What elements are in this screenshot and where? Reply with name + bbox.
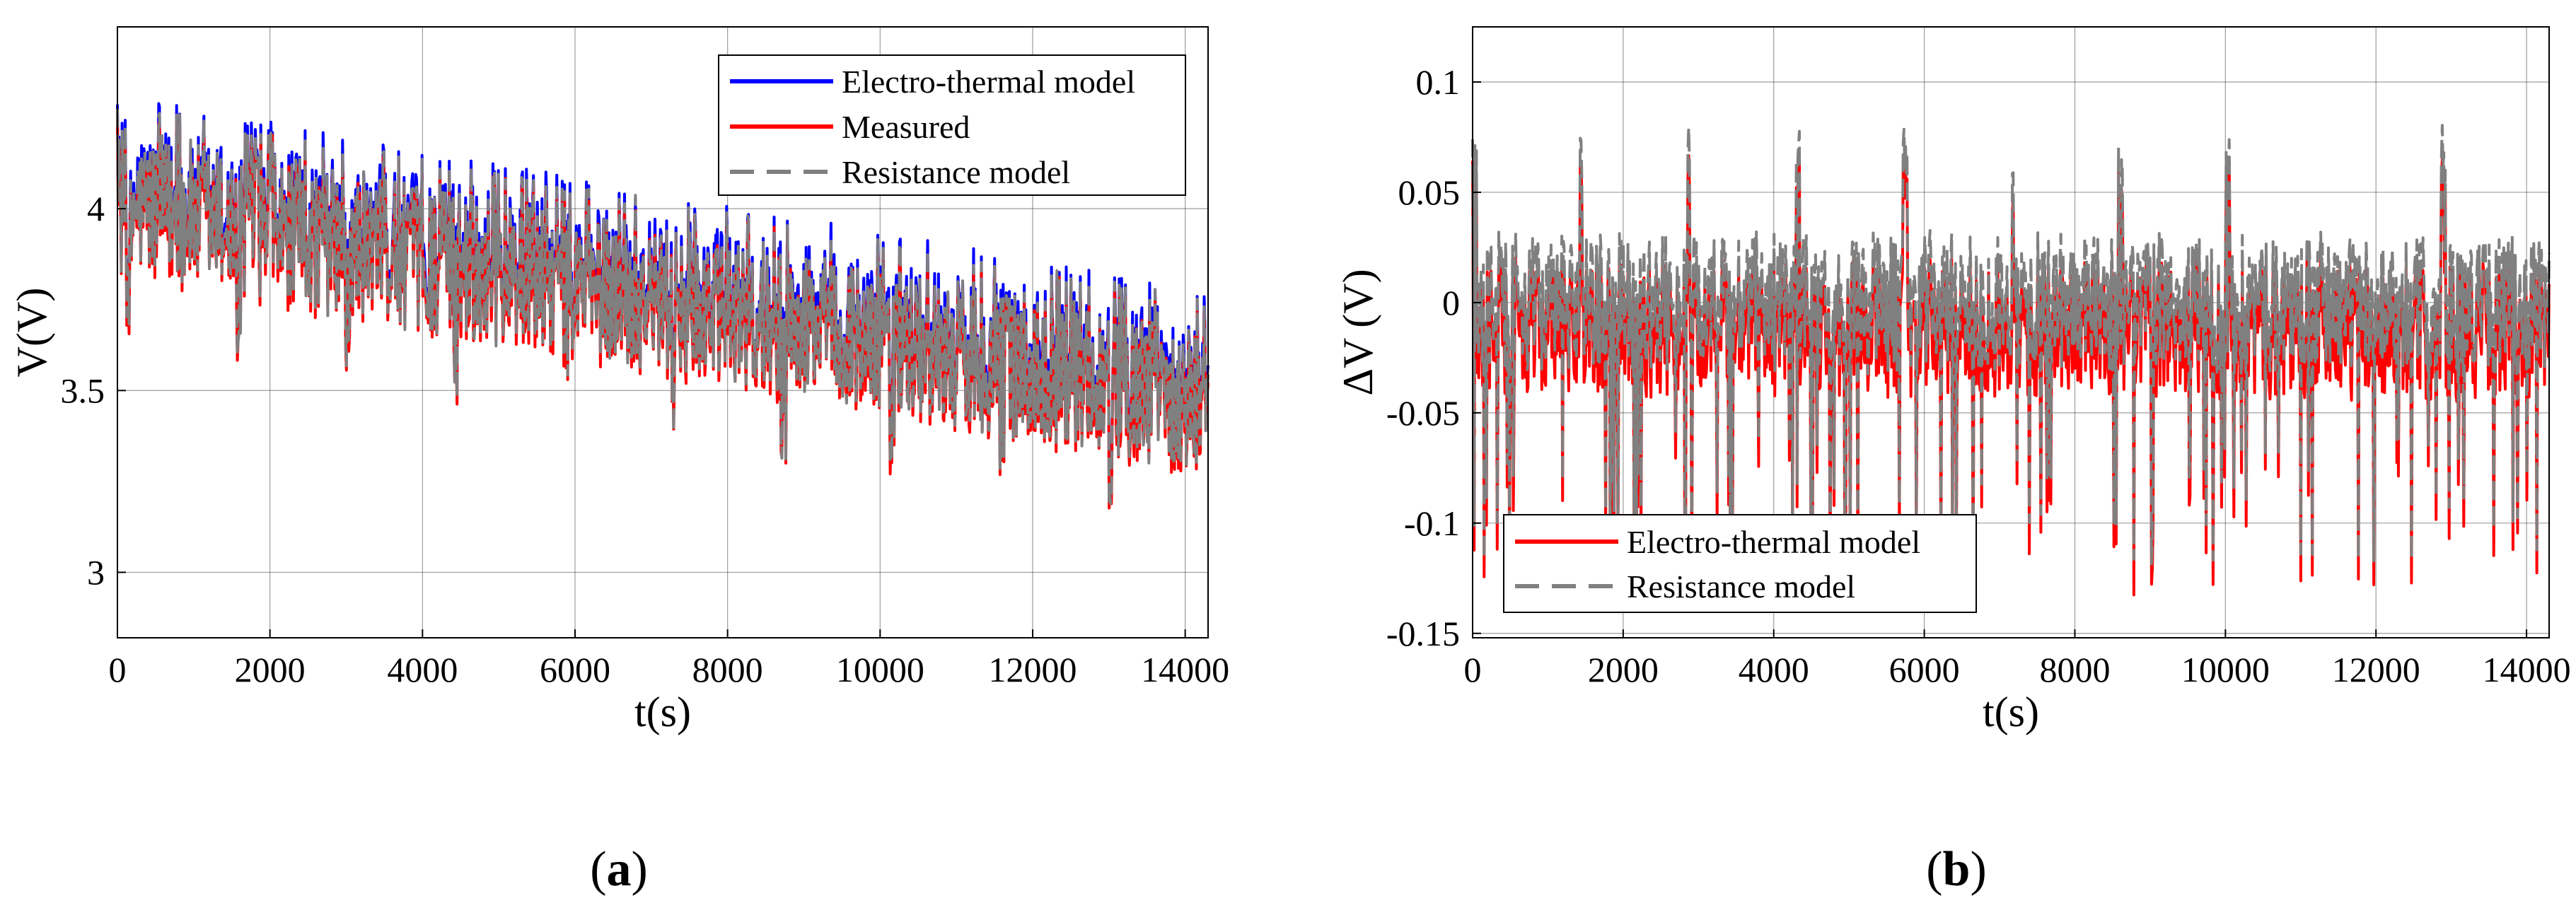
series-group-b [1471,124,2551,597]
x-axis-b: 0 2000 4000 6000 8000 10000 12000 14000 [1464,629,2571,689]
x-tick-label: 14000 [1141,650,1229,689]
plot-frame-a [117,26,1209,638]
panel-letter-b: b [1943,842,1971,897]
y-tick-label: -0.1 [1404,503,1460,543]
legend-a: Electro-thermal model Measured Resistanc… [718,54,1186,196]
x-tick-label: 8000 [692,650,763,689]
panel-label-a: (a) [590,842,648,897]
x-axis-a: 0 2000 4000 6000 8000 10000 12000 14000 [109,629,1229,689]
y-axis-label-b: ΔV (V) [1335,269,1381,395]
legend-box-b [1503,514,1977,613]
chart-panel-a: 0 2000 4000 6000 8000 10000 12000 14000 33.54 t… [8,26,1229,897]
x-axis-label-b: t(s) [1983,689,2039,735]
legend-label-electro-thermal-a: Electro-thermal model [842,64,1135,100]
y-tick-label: 0.05 [1398,173,1461,212]
x-tick-label: 4000 [387,650,458,689]
x-tick-label: 2000 [235,650,306,689]
legend-label-resistance-a: Resistance model [842,154,1070,190]
x-tick-label: 10000 [836,650,924,689]
legend-label-resistance-b: Resistance model [1627,568,1855,605]
x-tick-label: 8000 [2039,650,2110,689]
x-tick-label: 12000 [2332,650,2420,689]
y-tick-label: 3.5 [61,371,105,410]
x-tick-label: 2000 [1588,650,1659,689]
series-line-resistance-model [116,109,1209,508]
x-tick-label: 0 [1464,650,1482,689]
plot-frame-b [1472,26,2550,638]
x-tick-label: 14000 [2483,650,2571,689]
legend-label-measured-a: Measured [842,109,970,145]
x-tick-label: 10000 [2181,650,2270,689]
legend-label-electro-thermal-b: Electro-thermal model [1627,524,1920,560]
x-tick-label: 12000 [988,650,1077,689]
x-tick-label: 4000 [1739,650,1809,689]
y-tick-label: 4 [87,189,105,228]
y-tick-label: -0.05 [1386,393,1460,433]
y-tick-label: 0 [1442,283,1460,322]
y-tick-label: 0.1 [1416,62,1461,102]
x-axis-label-a: t(s) [634,689,691,735]
y-axis-label-a: V(V) [8,288,55,378]
y-axis-a: 33.54 [61,189,126,592]
y-tick-label: -0.15 [1386,614,1460,653]
series-group-a [116,102,1209,510]
y-axis-b: -0.15 -0.1 -0.05 0 0.05 0.1 [1386,62,1481,653]
legend-b: Electro-thermal model Resistance model [1503,514,1977,613]
x-tick-label: 6000 [1889,650,1960,689]
y-tick-label: 3 [87,552,105,592]
x-tick-label: 6000 [540,650,610,689]
series-line-resistance-model [1471,124,2551,567]
chart-panel-b: 0 2000 4000 6000 8000 10000 12000 14000 -0.15-0… [1335,26,2571,897]
panel-label-b: (b) [1926,842,1987,897]
x-tick-label: 0 [109,650,127,689]
panel-letter-a: a [607,842,632,897]
